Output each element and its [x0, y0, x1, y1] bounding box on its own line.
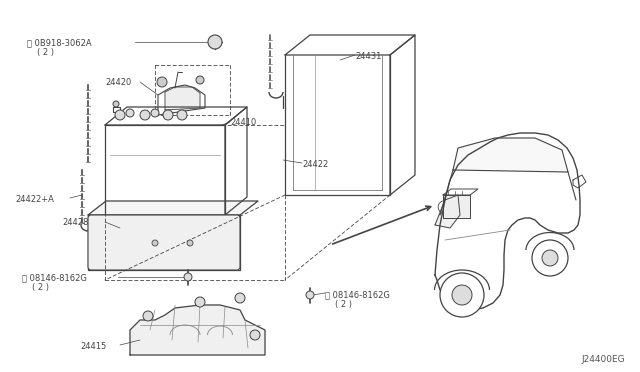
FancyBboxPatch shape — [88, 215, 240, 270]
Polygon shape — [105, 125, 225, 215]
Circle shape — [306, 291, 314, 299]
Circle shape — [187, 240, 193, 246]
Text: 24422+A: 24422+A — [15, 195, 54, 204]
Circle shape — [542, 250, 558, 266]
Circle shape — [140, 110, 150, 120]
Text: ( 2 ): ( 2 ) — [37, 48, 54, 57]
Circle shape — [152, 240, 158, 246]
Text: Ⓑ 08146-8162G: Ⓑ 08146-8162G — [325, 290, 390, 299]
Circle shape — [235, 293, 245, 303]
Polygon shape — [165, 87, 200, 110]
Circle shape — [177, 110, 187, 120]
Polygon shape — [88, 215, 240, 270]
Text: J24400EG: J24400EG — [581, 355, 625, 364]
Circle shape — [250, 330, 260, 340]
Polygon shape — [435, 195, 460, 228]
Circle shape — [151, 109, 159, 117]
Text: Ⓑ 08146-8162G: Ⓑ 08146-8162G — [22, 273, 87, 282]
Circle shape — [196, 76, 204, 84]
Circle shape — [532, 240, 568, 276]
Polygon shape — [130, 305, 265, 355]
Polygon shape — [573, 175, 586, 188]
Text: 24420: 24420 — [105, 78, 131, 87]
Text: 24428: 24428 — [62, 218, 88, 227]
Circle shape — [157, 77, 167, 87]
Circle shape — [115, 110, 125, 120]
Polygon shape — [453, 138, 568, 172]
Text: 24431: 24431 — [355, 52, 381, 61]
Text: ( 2 ): ( 2 ) — [335, 300, 352, 309]
Text: 24422: 24422 — [302, 160, 328, 169]
Circle shape — [440, 273, 484, 317]
Circle shape — [163, 110, 173, 120]
Text: 24415: 24415 — [80, 342, 106, 351]
Polygon shape — [435, 133, 580, 310]
Polygon shape — [88, 201, 258, 215]
Text: Ⓝ 0B918-3062A: Ⓝ 0B918-3062A — [27, 38, 92, 47]
Circle shape — [452, 285, 472, 305]
Polygon shape — [443, 195, 470, 218]
Circle shape — [208, 35, 222, 49]
Text: ( 2 ): ( 2 ) — [32, 283, 49, 292]
Text: 24410: 24410 — [230, 118, 256, 127]
Circle shape — [126, 109, 134, 117]
Circle shape — [113, 101, 119, 107]
Circle shape — [143, 311, 153, 321]
Circle shape — [184, 273, 192, 281]
Circle shape — [195, 297, 205, 307]
